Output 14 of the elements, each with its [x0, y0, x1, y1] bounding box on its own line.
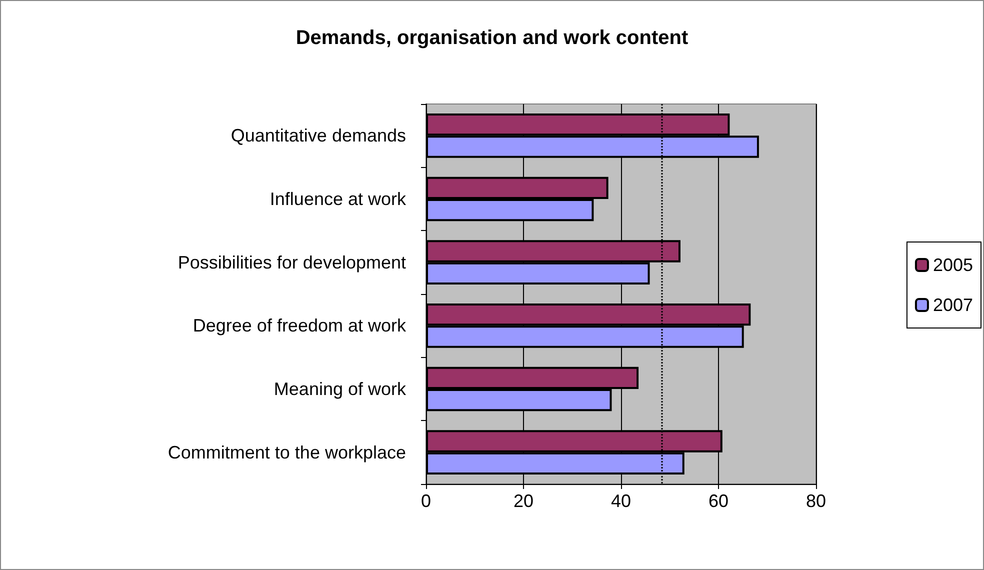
x-tick-label: 20 — [513, 491, 534, 511]
x-tick-label: 40 — [610, 491, 632, 511]
y-tick-label: Commitment to the workplace — [168, 442, 406, 462]
chart-title: Demands, organisation and work content — [296, 27, 688, 49]
legend-label: 2005 — [932, 255, 974, 275]
x-tick-label: 0 — [420, 491, 432, 511]
x-tick-label: 60 — [708, 491, 729, 511]
y-tick-label: Quantitative demands — [230, 126, 406, 146]
y-tick-label: Influence at work — [270, 189, 407, 209]
y-tick-label: Meaning of work — [274, 379, 407, 399]
legend-label: 2007 — [932, 295, 974, 315]
x-tick-label: 80 — [806, 491, 826, 511]
y-tick-label: Possibilities for development — [178, 252, 406, 272]
y-tick-label: Degree of freedom at work — [192, 316, 407, 336]
